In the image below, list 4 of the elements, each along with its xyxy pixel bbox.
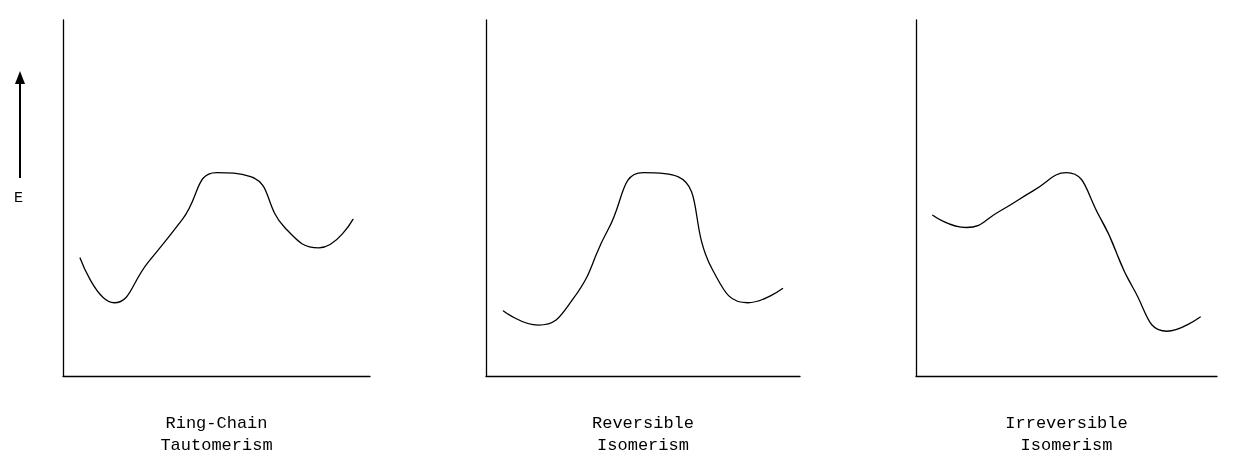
y-axis-title: E [13,189,23,207]
x-axis-title: Reversible Isomerism [591,413,695,455]
x-axis-title: Irreversible Isomerism [1005,413,1128,455]
x-axis-title: Ring-Chain Tautomerism [160,413,273,455]
